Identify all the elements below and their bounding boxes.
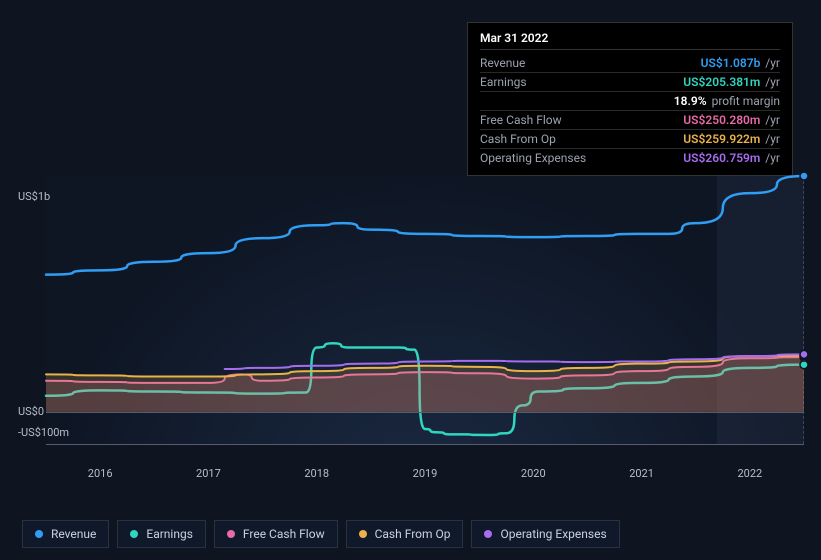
x-axis-label: 2016 <box>88 467 113 480</box>
legend-label: Revenue <box>51 527 96 541</box>
y-axis-label: -US$100m <box>18 426 69 439</box>
legend-label: Cash From Op <box>375 527 451 541</box>
tooltip-rows: Revenue US$1.087b /yr Earnings US$205.381m … <box>480 54 780 167</box>
chart-area <box>46 356 804 412</box>
legend-dot-icon <box>35 530 43 538</box>
chart-legend: Revenue Earnings Free Cash Flow Cash From O… <box>22 520 620 548</box>
chart-zero-line <box>46 412 804 413</box>
y-axis-label: US$1b <box>18 190 50 203</box>
legend-dot-icon <box>359 530 367 538</box>
tooltip-row-label: Free Cash Flow <box>480 113 562 127</box>
x-axis-label: 2017 <box>196 467 221 480</box>
tooltip-row-value-wrap: US$250.280m /yr <box>683 113 780 127</box>
tooltip-row-value: US$250.280m <box>683 113 760 127</box>
x-axis-label: 2021 <box>629 467 654 480</box>
tooltip-row-value-wrap: US$259.922m /yr <box>683 132 780 146</box>
tooltip-row-unit: /yr <box>762 113 780 127</box>
tooltip-row-value: 18.9% <box>674 94 707 108</box>
legend-item[interactable]: Revenue <box>22 520 109 548</box>
x-axis-label: 2019 <box>413 467 438 480</box>
x-axis-label: 2020 <box>521 467 546 480</box>
tooltip-row: Earnings US$205.381m /yr <box>480 73 780 92</box>
series-end-marker <box>800 172 808 180</box>
tooltip-row-value: US$259.922m <box>683 132 760 146</box>
tooltip-row: Revenue US$1.087b /yr <box>480 54 780 73</box>
legend-dot-icon <box>484 530 492 538</box>
legend-label: Earnings <box>146 527 193 541</box>
series-end-marker <box>800 350 808 358</box>
tooltip-row-label: Earnings <box>480 75 527 89</box>
y-axis-label: US$0 <box>18 405 44 418</box>
legend-item[interactable]: Free Cash Flow <box>214 520 338 548</box>
tooltip-row-value: US$1.087b <box>701 56 761 70</box>
tooltip-row-value-wrap: US$205.381m /yr <box>683 75 780 89</box>
tooltip-row-unit: /yr <box>762 75 780 89</box>
tooltip-row-value-wrap: 18.9% profit margin <box>674 94 780 108</box>
legend-dot-icon <box>130 530 138 538</box>
chart-lines-svg <box>46 176 804 444</box>
legend-label: Operating Expenses <box>500 527 606 541</box>
tooltip-row: 18.9% profit margin <box>480 92 780 111</box>
tooltip-row-value: US$205.381m <box>683 75 760 89</box>
x-axis-label: 2018 <box>304 467 329 480</box>
tooltip-date: Mar 31 2022 <box>480 31 780 50</box>
tooltip-row-unit: /yr <box>762 132 780 146</box>
x-axis-label: 2022 <box>737 467 762 480</box>
tooltip-row-unit: /yr <box>762 56 780 70</box>
tooltip-row-label: Cash From Op <box>480 132 556 146</box>
chart-bottom-line <box>46 444 804 445</box>
legend-item[interactable]: Cash From Op <box>346 520 464 548</box>
chart-tooltip: Mar 31 2022 RevenueUS$1.087b /yrEarnings… <box>467 22 793 176</box>
tooltip-row-label: Revenue <box>480 56 525 70</box>
tooltip-row-unit: profit margin <box>709 94 780 108</box>
legend-item[interactable]: Operating Expenses <box>471 520 619 548</box>
legend-label: Free Cash Flow <box>243 527 325 541</box>
tooltip-row: Free Cash Flow US$250.280m /yr <box>480 111 780 130</box>
tooltip-row: Cash From Op US$259.922m /yr <box>480 130 780 149</box>
financials-chart: US$1b US$0 -US$100m 2016 2017 2018 2019 2020 202… <box>18 160 804 480</box>
legend-dot-icon <box>227 530 235 538</box>
legend-item[interactable]: Earnings <box>117 520 206 548</box>
tooltip-row-value-wrap: US$1.087b /yr <box>701 56 780 70</box>
chart-line <box>46 176 804 275</box>
